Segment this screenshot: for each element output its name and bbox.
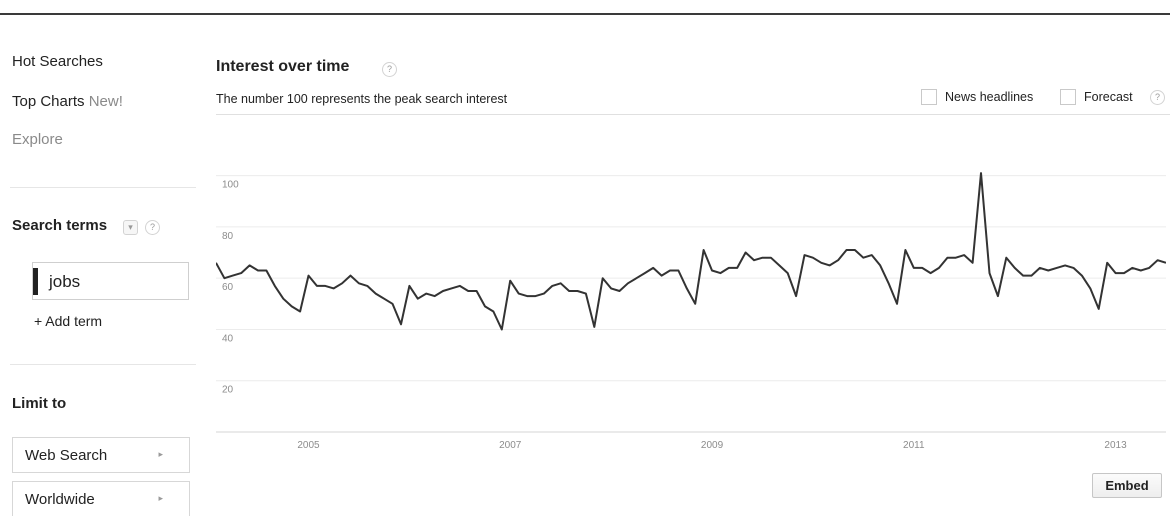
news-headlines-label: News headlines xyxy=(945,90,1034,104)
add-term-link[interactable]: + Add term xyxy=(34,313,103,329)
new-badge: New! xyxy=(88,93,123,110)
x-tick-label: 2009 xyxy=(701,440,724,451)
forecast-label: Forecast xyxy=(1084,90,1133,104)
y-tick-label: 100 xyxy=(222,180,239,191)
region-dropdown[interactable]: Worldwide ▸ xyxy=(12,481,190,516)
y-tick-label: 20 xyxy=(222,385,234,396)
panel-subtitle: The number 100 represents the peak searc… xyxy=(216,92,508,106)
y-tick-label: 40 xyxy=(222,333,234,344)
news-headlines-checkbox[interactable] xyxy=(921,89,937,105)
sidebar-divider xyxy=(10,187,196,188)
term-color-swatch xyxy=(33,268,38,295)
search-term-box[interactable]: jobs xyxy=(32,262,189,300)
series-line-jobs xyxy=(216,172,1166,331)
forecast-checkbox[interactable] xyxy=(1060,89,1076,105)
chevron-right-icon: ▸ xyxy=(158,449,163,459)
chevron-down-icon[interactable]: ▾ xyxy=(123,220,138,235)
interest-over-time-chart: 20 40 60 80 100 2005 2007 2009 2011 2013 xyxy=(216,172,1166,451)
dropdown-label: Worldwide xyxy=(25,491,95,508)
limit-to-title: Limit to xyxy=(12,395,67,412)
x-tick-label: 2005 xyxy=(297,440,320,451)
nav-top-charts[interactable]: Top Charts New! xyxy=(12,93,123,110)
x-tick-label: 2007 xyxy=(499,440,522,451)
header-divider xyxy=(216,114,1170,115)
search-terms-title: Search terms xyxy=(12,217,108,234)
x-tick-label: 2011 xyxy=(903,440,925,451)
help-icon[interactable]: ? xyxy=(145,220,160,235)
top-rule xyxy=(0,13,1170,15)
sidebar-divider xyxy=(10,364,196,365)
search-term-label: jobs xyxy=(49,272,81,291)
nav-explore[interactable]: Explore xyxy=(12,131,63,148)
y-tick-label: 60 xyxy=(222,282,234,293)
chevron-right-icon: ▸ xyxy=(158,493,163,503)
embed-button[interactable]: Embed xyxy=(1092,473,1162,498)
panel-title: Interest over time xyxy=(216,58,350,75)
y-tick-label: 80 xyxy=(222,231,234,242)
dropdown-label: Web Search xyxy=(25,447,108,464)
x-tick-label: 2013 xyxy=(1104,440,1127,451)
help-icon[interactable]: ? xyxy=(382,62,397,77)
help-icon[interactable]: ? xyxy=(1150,90,1165,105)
web-search-dropdown[interactable]: Web Search ▸ xyxy=(12,437,190,473)
nav-top-charts-label: Top Charts xyxy=(12,93,85,110)
nav-hot-searches[interactable]: Hot Searches xyxy=(12,53,103,70)
